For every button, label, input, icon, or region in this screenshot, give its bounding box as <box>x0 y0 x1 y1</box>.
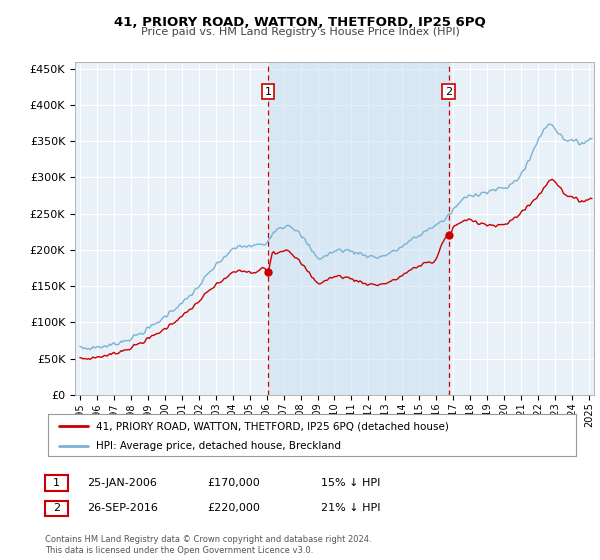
Text: 1: 1 <box>265 87 271 96</box>
Text: 21% ↓ HPI: 21% ↓ HPI <box>321 503 380 513</box>
Text: 1: 1 <box>53 478 60 488</box>
Text: 41, PRIORY ROAD, WATTON, THETFORD, IP25 6PQ (detached house): 41, PRIORY ROAD, WATTON, THETFORD, IP25 … <box>95 421 448 431</box>
Text: 41, PRIORY ROAD, WATTON, THETFORD, IP25 6PQ: 41, PRIORY ROAD, WATTON, THETFORD, IP25 … <box>114 16 486 29</box>
Text: 2: 2 <box>445 87 452 96</box>
Text: Contains HM Land Registry data © Crown copyright and database right 2024.: Contains HM Land Registry data © Crown c… <box>45 535 371 544</box>
Text: £170,000: £170,000 <box>207 478 260 488</box>
Text: Price paid vs. HM Land Registry's House Price Index (HPI): Price paid vs. HM Land Registry's House … <box>140 27 460 37</box>
Text: £220,000: £220,000 <box>207 503 260 513</box>
Text: This data is licensed under the Open Government Licence v3.0.: This data is licensed under the Open Gov… <box>45 546 313 555</box>
Bar <box>268 62 449 395</box>
Text: HPI: Average price, detached house, Breckland: HPI: Average price, detached house, Brec… <box>95 441 341 451</box>
Text: 26-SEP-2016: 26-SEP-2016 <box>87 503 158 513</box>
Text: 15% ↓ HPI: 15% ↓ HPI <box>321 478 380 488</box>
Text: 2: 2 <box>53 503 60 513</box>
Text: 25-JAN-2006: 25-JAN-2006 <box>87 478 157 488</box>
